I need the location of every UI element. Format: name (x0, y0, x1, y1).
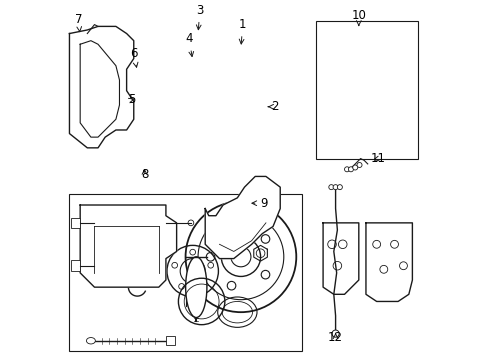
Circle shape (348, 167, 353, 172)
Text: 5: 5 (128, 93, 135, 106)
Circle shape (230, 247, 250, 267)
Polygon shape (365, 223, 411, 301)
Text: 2: 2 (268, 100, 278, 113)
Bar (71, 260, 80, 271)
Polygon shape (323, 223, 358, 294)
Text: 6: 6 (130, 47, 138, 67)
Circle shape (337, 185, 342, 190)
Bar (165, 337, 175, 345)
Text: 7: 7 (75, 13, 82, 32)
Text: 12: 12 (327, 331, 343, 344)
Ellipse shape (185, 257, 206, 318)
Circle shape (332, 185, 337, 190)
Bar (193, 297, 199, 305)
Polygon shape (205, 176, 280, 258)
Bar (69, 194, 301, 351)
Circle shape (356, 162, 361, 167)
Polygon shape (80, 205, 176, 287)
Text: 10: 10 (351, 9, 366, 26)
Text: 8: 8 (141, 168, 148, 181)
Ellipse shape (86, 338, 95, 344)
Text: 1: 1 (239, 18, 246, 44)
Text: 9: 9 (251, 197, 267, 210)
Text: 11: 11 (370, 152, 385, 165)
Bar (71, 217, 80, 228)
Circle shape (331, 330, 339, 337)
Text: 4: 4 (185, 32, 193, 57)
Circle shape (352, 165, 357, 170)
Circle shape (344, 167, 349, 172)
Text: 3: 3 (196, 4, 203, 30)
Circle shape (328, 185, 333, 190)
Bar (315, 21, 417, 158)
